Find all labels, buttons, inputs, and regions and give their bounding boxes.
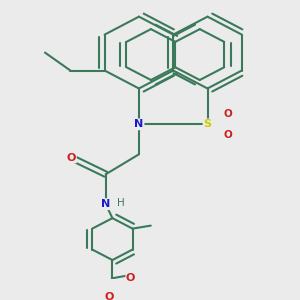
Text: N: N	[101, 199, 110, 209]
Text: O: O	[126, 273, 135, 283]
Text: O: O	[224, 130, 233, 140]
Text: S: S	[203, 119, 211, 129]
Text: O: O	[224, 109, 233, 119]
Text: O: O	[104, 292, 114, 300]
Text: N: N	[134, 119, 144, 129]
Text: H: H	[117, 198, 124, 208]
Text: O: O	[67, 153, 76, 163]
